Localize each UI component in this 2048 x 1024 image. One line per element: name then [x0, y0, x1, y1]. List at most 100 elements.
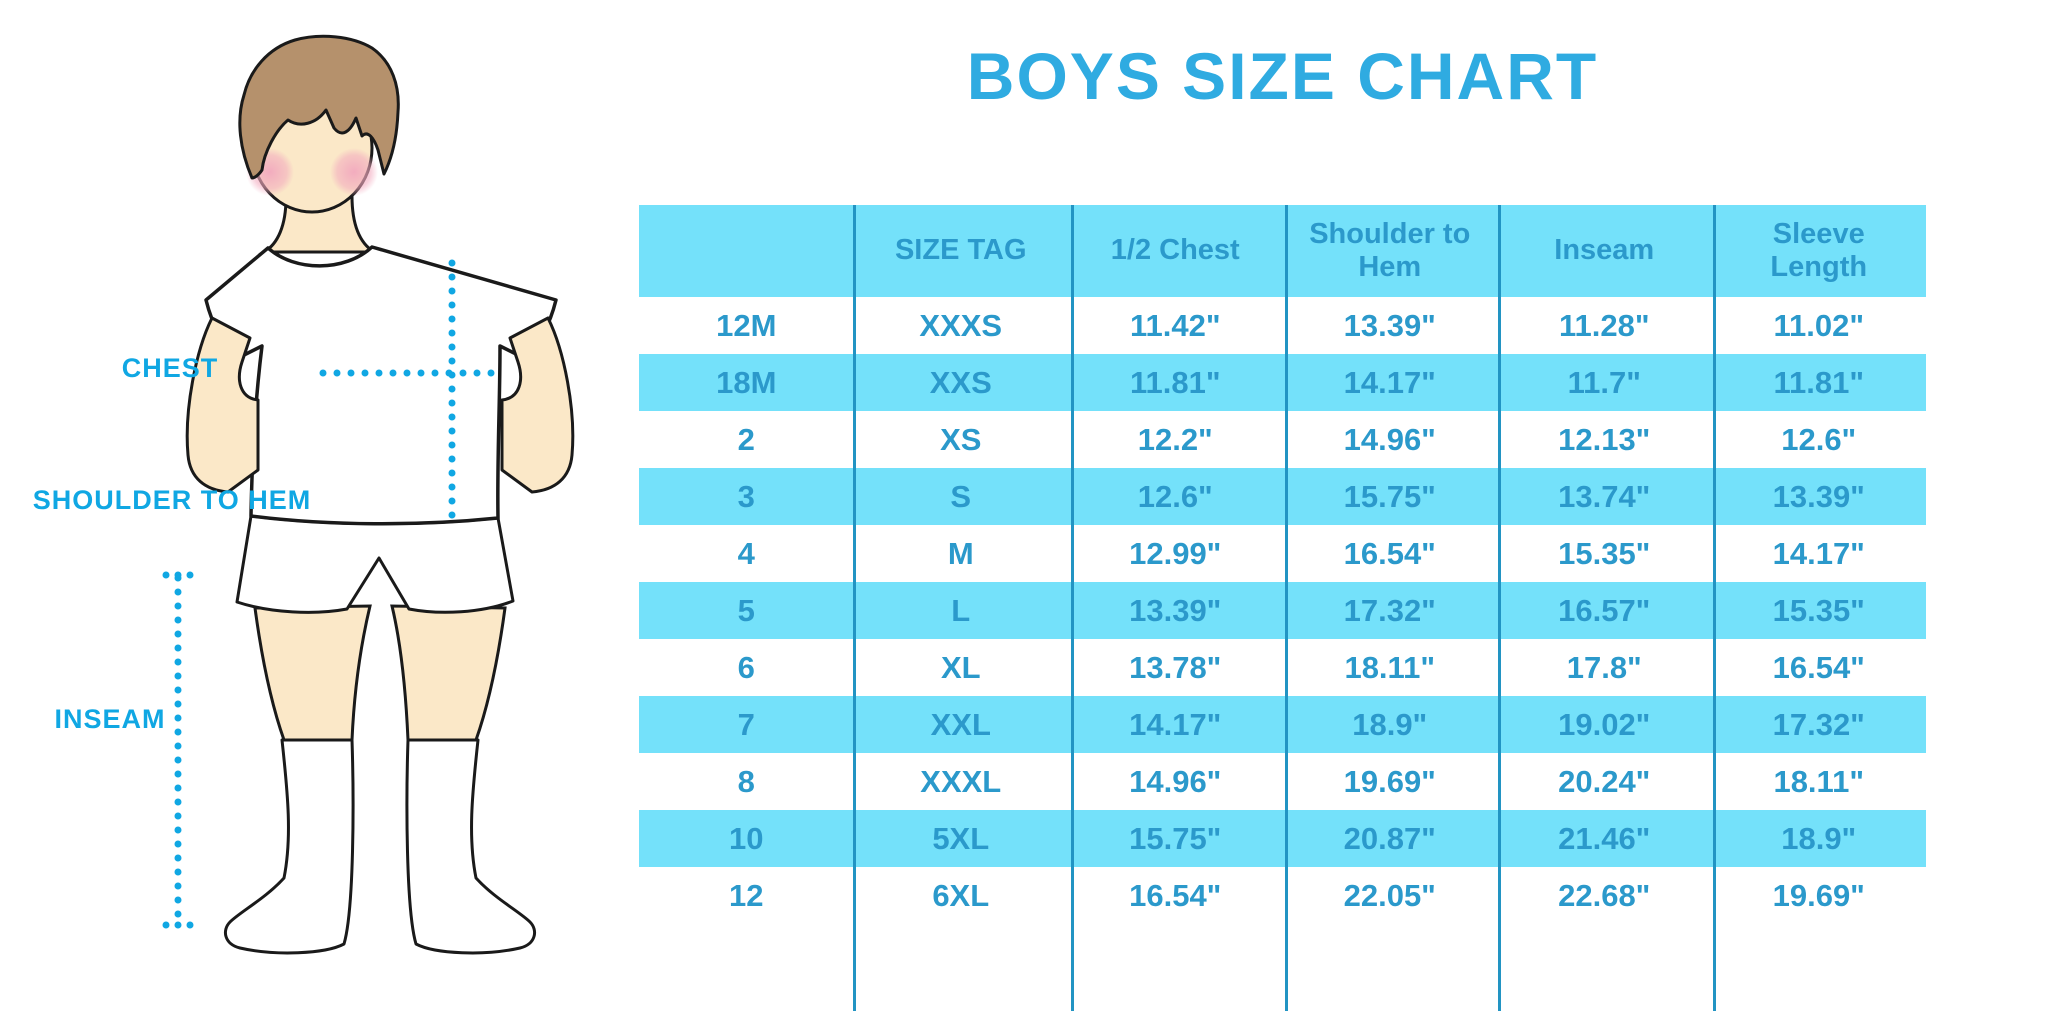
table-cell: 15.35" — [1558, 535, 1651, 571]
table-cell: 14.17" — [1772, 535, 1865, 571]
table-cell: XL — [940, 649, 981, 685]
table-header-empty — [639, 205, 854, 297]
column-divider — [1071, 205, 1074, 1011]
table-cell: 13.39" — [1343, 307, 1436, 343]
table-row: 5 L 13.39" 17.32" 16.57" 15.35" — [639, 582, 1926, 639]
table-cell: 22.05" — [1343, 877, 1436, 913]
boy-measurement-illustration — [162, 34, 575, 955]
table-row: 12M XXXS 11.42" 13.39" 11.28" 11.02" — [639, 297, 1926, 354]
table-cell: 15.75" — [1343, 478, 1436, 514]
table-header-inseam: Inseam — [1554, 234, 1655, 267]
table-cell: 20.24" — [1558, 763, 1651, 799]
table-cell: 14.17" — [1343, 364, 1436, 400]
table-header-size-tag: SIZE TAG — [894, 234, 1027, 267]
boy-right-leg — [390, 604, 507, 742]
table-row: 2 XS 12.2" 14.96" 12.13" 12.6" — [639, 411, 1926, 468]
table-row: 3 S 12.6" 15.75" 13.74" 13.39" — [639, 468, 1926, 525]
table-cell: XS — [940, 421, 982, 457]
chest-label: CHEST — [121, 353, 219, 383]
inseam-label: INSEAM — [54, 704, 166, 734]
boy-right-blush — [330, 148, 378, 196]
table-cell: 10 — [729, 820, 764, 856]
table-cell: 12.2" — [1137, 421, 1213, 457]
table-cell: 11.81" — [1129, 364, 1221, 400]
table-cell: 19.02" — [1558, 706, 1651, 742]
column-divider — [853, 205, 856, 1011]
column-divider — [1713, 205, 1716, 1011]
table-cell: 16.57" — [1558, 592, 1651, 628]
shoulder-to-hem-label: SHOULDER TO HEM — [32, 485, 312, 515]
table-cell: 11.81" — [1773, 364, 1865, 400]
table-header-sleeve: Sleeve Length — [1770, 217, 1868, 283]
table-cell: 14.96" — [1343, 421, 1436, 457]
table-cell: M — [947, 535, 974, 571]
table-cell: 12.99" — [1129, 535, 1222, 571]
table-cell: 18.9" — [1352, 706, 1428, 742]
boy-right-sock — [405, 738, 537, 955]
table-cell: 5XL — [932, 820, 990, 856]
table-header-row: SIZE TAG 1/2 Chest Shoulder to Hem Insea… — [639, 205, 1926, 297]
table-cell: 19.69" — [1343, 763, 1436, 799]
table-cell: 11.28" — [1558, 307, 1650, 343]
table-cell: XXL — [930, 706, 991, 742]
table-cell: 12.13" — [1558, 421, 1651, 457]
size-table: SIZE TAG 1/2 Chest Shoulder to Hem Insea… — [639, 205, 1926, 1011]
table-row: 8 XXXL 14.96" 19.69" 20.24" 18.11" — [639, 753, 1926, 810]
table-cell: 22.68" — [1558, 877, 1651, 913]
table-cell: 21.46" — [1558, 820, 1651, 856]
table-cell: 4 — [737, 535, 755, 571]
table-row: 7 XXL 14.17" 18.9" 19.02" 17.32" — [639, 696, 1926, 753]
table-cell: 16.54" — [1343, 535, 1436, 571]
table-cell: 13.74" — [1558, 478, 1651, 514]
table-cell: 14.17" — [1129, 706, 1222, 742]
table-header-half-chest: 1/2 Chest — [1110, 234, 1240, 267]
table-cell: XXS — [929, 364, 992, 400]
table-cell: 14.96" — [1129, 763, 1222, 799]
table-cell: 12M — [716, 307, 777, 343]
boy-tshirt — [204, 245, 558, 526]
boy-left-sock — [223, 738, 355, 955]
column-divider — [1285, 205, 1288, 1011]
table-cell: XXXS — [919, 307, 1003, 343]
table-cell: 13.39" — [1772, 478, 1865, 514]
table-cell: 16.54" — [1129, 877, 1222, 913]
table-cell: 11.42" — [1129, 307, 1221, 343]
table-row: 12 6XL 16.54" 22.05" 22.68" 19.69" — [639, 867, 1926, 924]
table-cell: S — [950, 478, 972, 514]
boy-right-arm — [500, 316, 575, 494]
column-divider — [1498, 205, 1501, 1011]
table-header-shoulder-hem: Shoulder to Hem — [1309, 217, 1471, 283]
table-cell: 16.54" — [1772, 649, 1865, 685]
table-cell: 7 — [737, 706, 755, 742]
page-title: BOYS SIZE CHART — [966, 39, 1599, 113]
table-cell: 12.6" — [1781, 421, 1857, 457]
boy-left-leg — [253, 604, 372, 742]
table-cell: L — [951, 592, 971, 628]
table-row: 4 M 12.99" 16.54" 15.35" 14.17" — [639, 525, 1926, 582]
boy-hair — [238, 34, 400, 180]
table-cell: 18.11" — [1344, 649, 1436, 685]
table-cell: 11.02" — [1773, 307, 1865, 343]
boy-left-arm — [185, 316, 260, 494]
table-row: 18M XXS 11.81" 14.17" 11.7" 11.81" — [639, 354, 1926, 411]
table-cell: 12.6" — [1137, 478, 1213, 514]
table-cell: 15.35" — [1772, 592, 1865, 628]
table-row: 6 XL 13.78" 18.11" 17.8" 16.54" — [639, 639, 1926, 696]
table-cell: 18M — [716, 364, 777, 400]
table-cell: 5 — [737, 592, 755, 628]
table-cell: 6 — [737, 649, 755, 685]
table-cell: 17.8" — [1566, 649, 1642, 685]
table-cell: 15.75" — [1129, 820, 1222, 856]
table-cell: 3 — [737, 478, 755, 514]
table-cell: 12 — [729, 877, 764, 913]
boy-shorts — [235, 514, 515, 614]
table-cell: 18.11" — [1773, 763, 1865, 799]
table-cell: 20.87" — [1343, 820, 1436, 856]
table-cell: 2 — [737, 421, 755, 457]
table-cell: 8 — [737, 763, 755, 799]
table-cell: 17.32" — [1772, 706, 1865, 742]
table-cell: 11.7" — [1567, 364, 1641, 400]
table-cell: XXXL — [920, 763, 1002, 799]
table-cell: 18.9" — [1781, 820, 1857, 856]
